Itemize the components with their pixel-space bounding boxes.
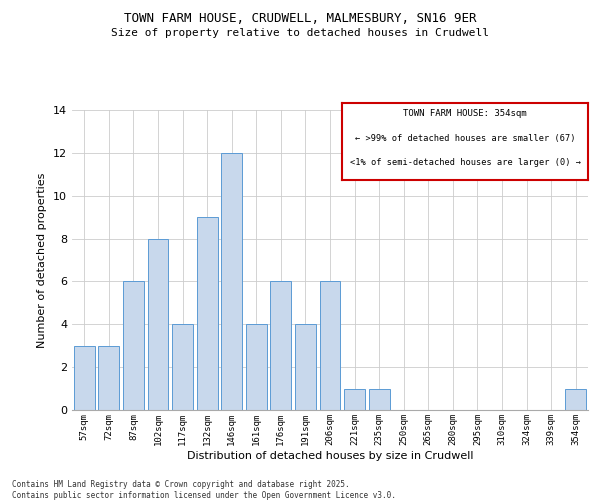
Bar	[246, 324, 267, 410]
Bar	[565, 388, 586, 410]
Y-axis label: Number of detached properties: Number of detached properties	[37, 172, 47, 348]
Text: <1% of semi-detached houses are larger (0) →: <1% of semi-detached houses are larger (…	[349, 158, 581, 168]
Text: Size of property relative to detached houses in Crudwell: Size of property relative to detached ho…	[111, 28, 489, 38]
Bar	[148, 238, 169, 410]
X-axis label: Distribution of detached houses by size in Crudwell: Distribution of detached houses by size …	[187, 450, 473, 460]
Bar	[123, 282, 144, 410]
Text: TOWN FARM HOUSE: 354sqm: TOWN FARM HOUSE: 354sqm	[403, 108, 527, 118]
Bar	[221, 153, 242, 410]
Bar	[74, 346, 95, 410]
Bar	[172, 324, 193, 410]
Bar	[320, 282, 340, 410]
Bar	[98, 346, 119, 410]
Bar	[368, 388, 389, 410]
Text: Contains HM Land Registry data © Crown copyright and database right 2025.
Contai: Contains HM Land Registry data © Crown c…	[12, 480, 396, 500]
Bar	[344, 388, 365, 410]
Text: TOWN FARM HOUSE, CRUDWELL, MALMESBURY, SN16 9ER: TOWN FARM HOUSE, CRUDWELL, MALMESBURY, S…	[124, 12, 476, 26]
Bar	[271, 282, 292, 410]
Text: ← >99% of detached houses are smaller (67): ← >99% of detached houses are smaller (6…	[355, 134, 575, 142]
Bar	[295, 324, 316, 410]
Bar	[197, 217, 218, 410]
